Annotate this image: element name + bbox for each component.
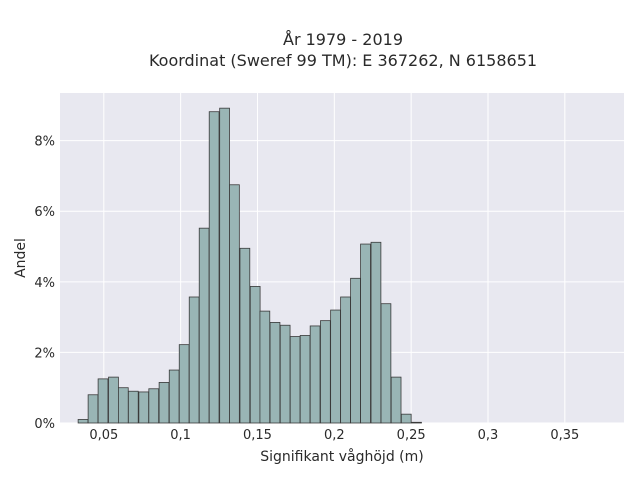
histogram-bar [208,111,220,424]
histogram-bar [188,296,200,424]
histogram-bar [178,344,190,424]
histogram-bar [158,382,170,424]
x-tick-label: 0,2 [324,428,345,443]
x-tick-label: 0,15 [243,428,272,443]
histogram-bar [370,241,382,424]
y-tick-label: 8% [34,135,55,150]
histogram-bar [249,286,261,424]
y-tick-label: 2% [34,346,55,361]
histogram-bar [299,335,311,424]
histogram-bar [117,387,129,424]
histogram-bar [350,277,361,424]
histogram-bar [411,421,422,424]
histogram-bar [168,369,180,424]
histogram-bar [400,413,412,424]
y-tick-label: 0% [34,417,55,432]
histogram-bar [279,324,291,424]
histogram-bar [219,107,230,424]
histogram-bar [198,227,210,424]
bars [77,107,422,424]
x-axis-ticks: 0,05 0,1 0,15 0,2 0,25 0,3 0,35 [89,428,579,443]
y-tick-label: 4% [34,276,55,291]
histogram-bar [390,376,402,424]
histogram-bar [148,388,160,424]
histogram-bar [330,309,341,424]
chart-title-line-2: Koordinat (Sweref 99 TM): E 367262, N 61… [149,51,537,70]
y-axis-label: Andel [13,238,29,278]
histogram-bar [320,320,331,424]
histogram-bar [309,325,321,424]
x-tick-label: 0,25 [397,428,426,443]
histogram-bar [77,419,89,424]
y-axis-ticks: 0% 2% 4% 6% 8% [34,135,55,432]
histogram-bar [259,310,271,424]
x-tick-label: 0,05 [89,428,118,443]
histogram-bar [289,336,301,424]
y-tick-label: 6% [34,205,55,220]
x-tick-label: 0,1 [170,428,191,443]
histogram-bar [138,391,150,424]
histogram-bar [229,184,240,424]
histogram-bar [380,303,392,424]
histogram-bar [108,376,119,424]
x-tick-label: 0,35 [550,428,579,443]
histogram-bar [269,322,281,424]
histogram-bar [239,247,251,424]
x-tick-label: 0,3 [478,428,499,443]
chart-title-line-1: År 1979 - 2019 [283,30,403,49]
x-axis-label: Signifikant våghöjd (m) [260,448,423,465]
histogram-bar [360,243,371,424]
histogram-bar [340,296,351,424]
histogram-bar [87,394,99,424]
histogram-bar [97,378,109,424]
histogram-bar [127,390,139,424]
